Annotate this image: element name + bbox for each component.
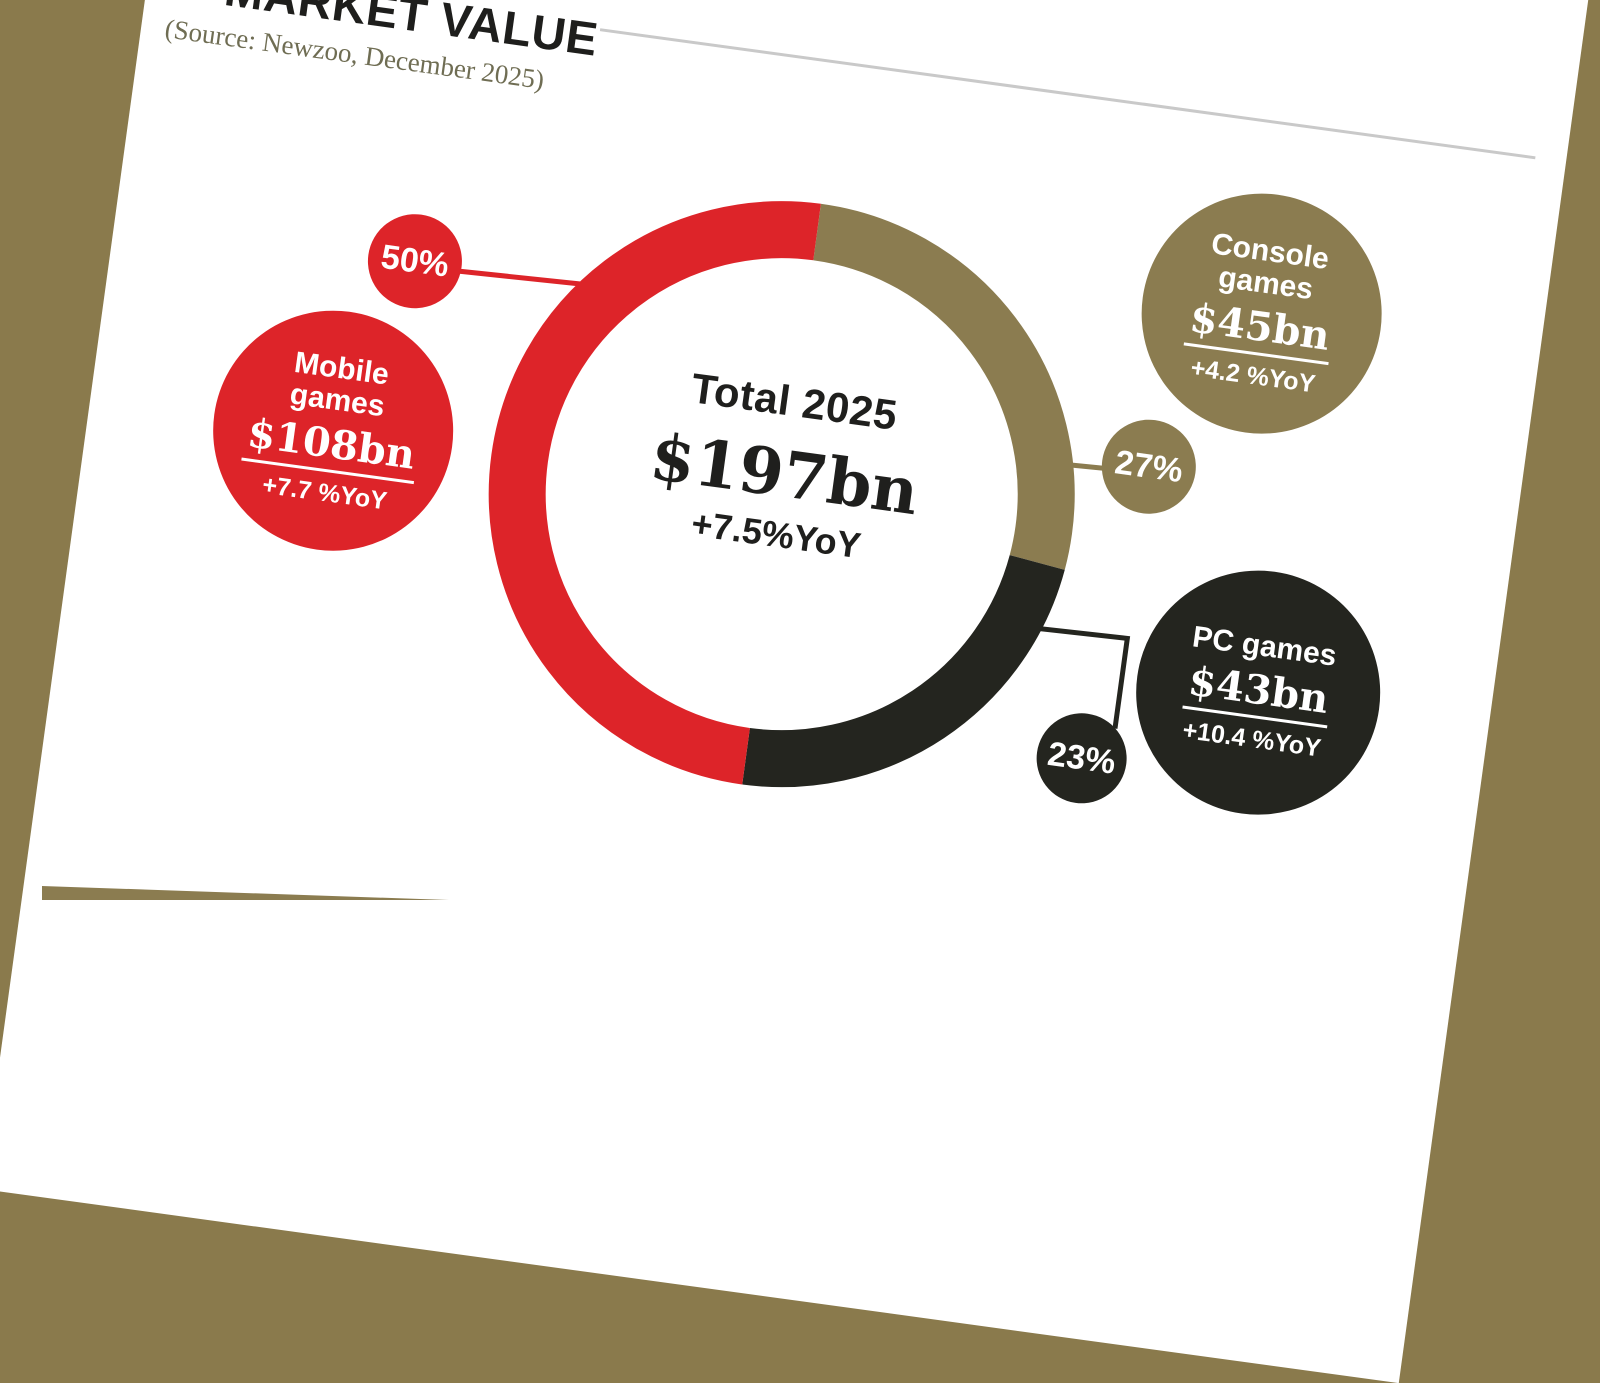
connector-pc: [1007, 622, 1131, 729]
donut-segment-mobile: [488, 201, 1075, 788]
